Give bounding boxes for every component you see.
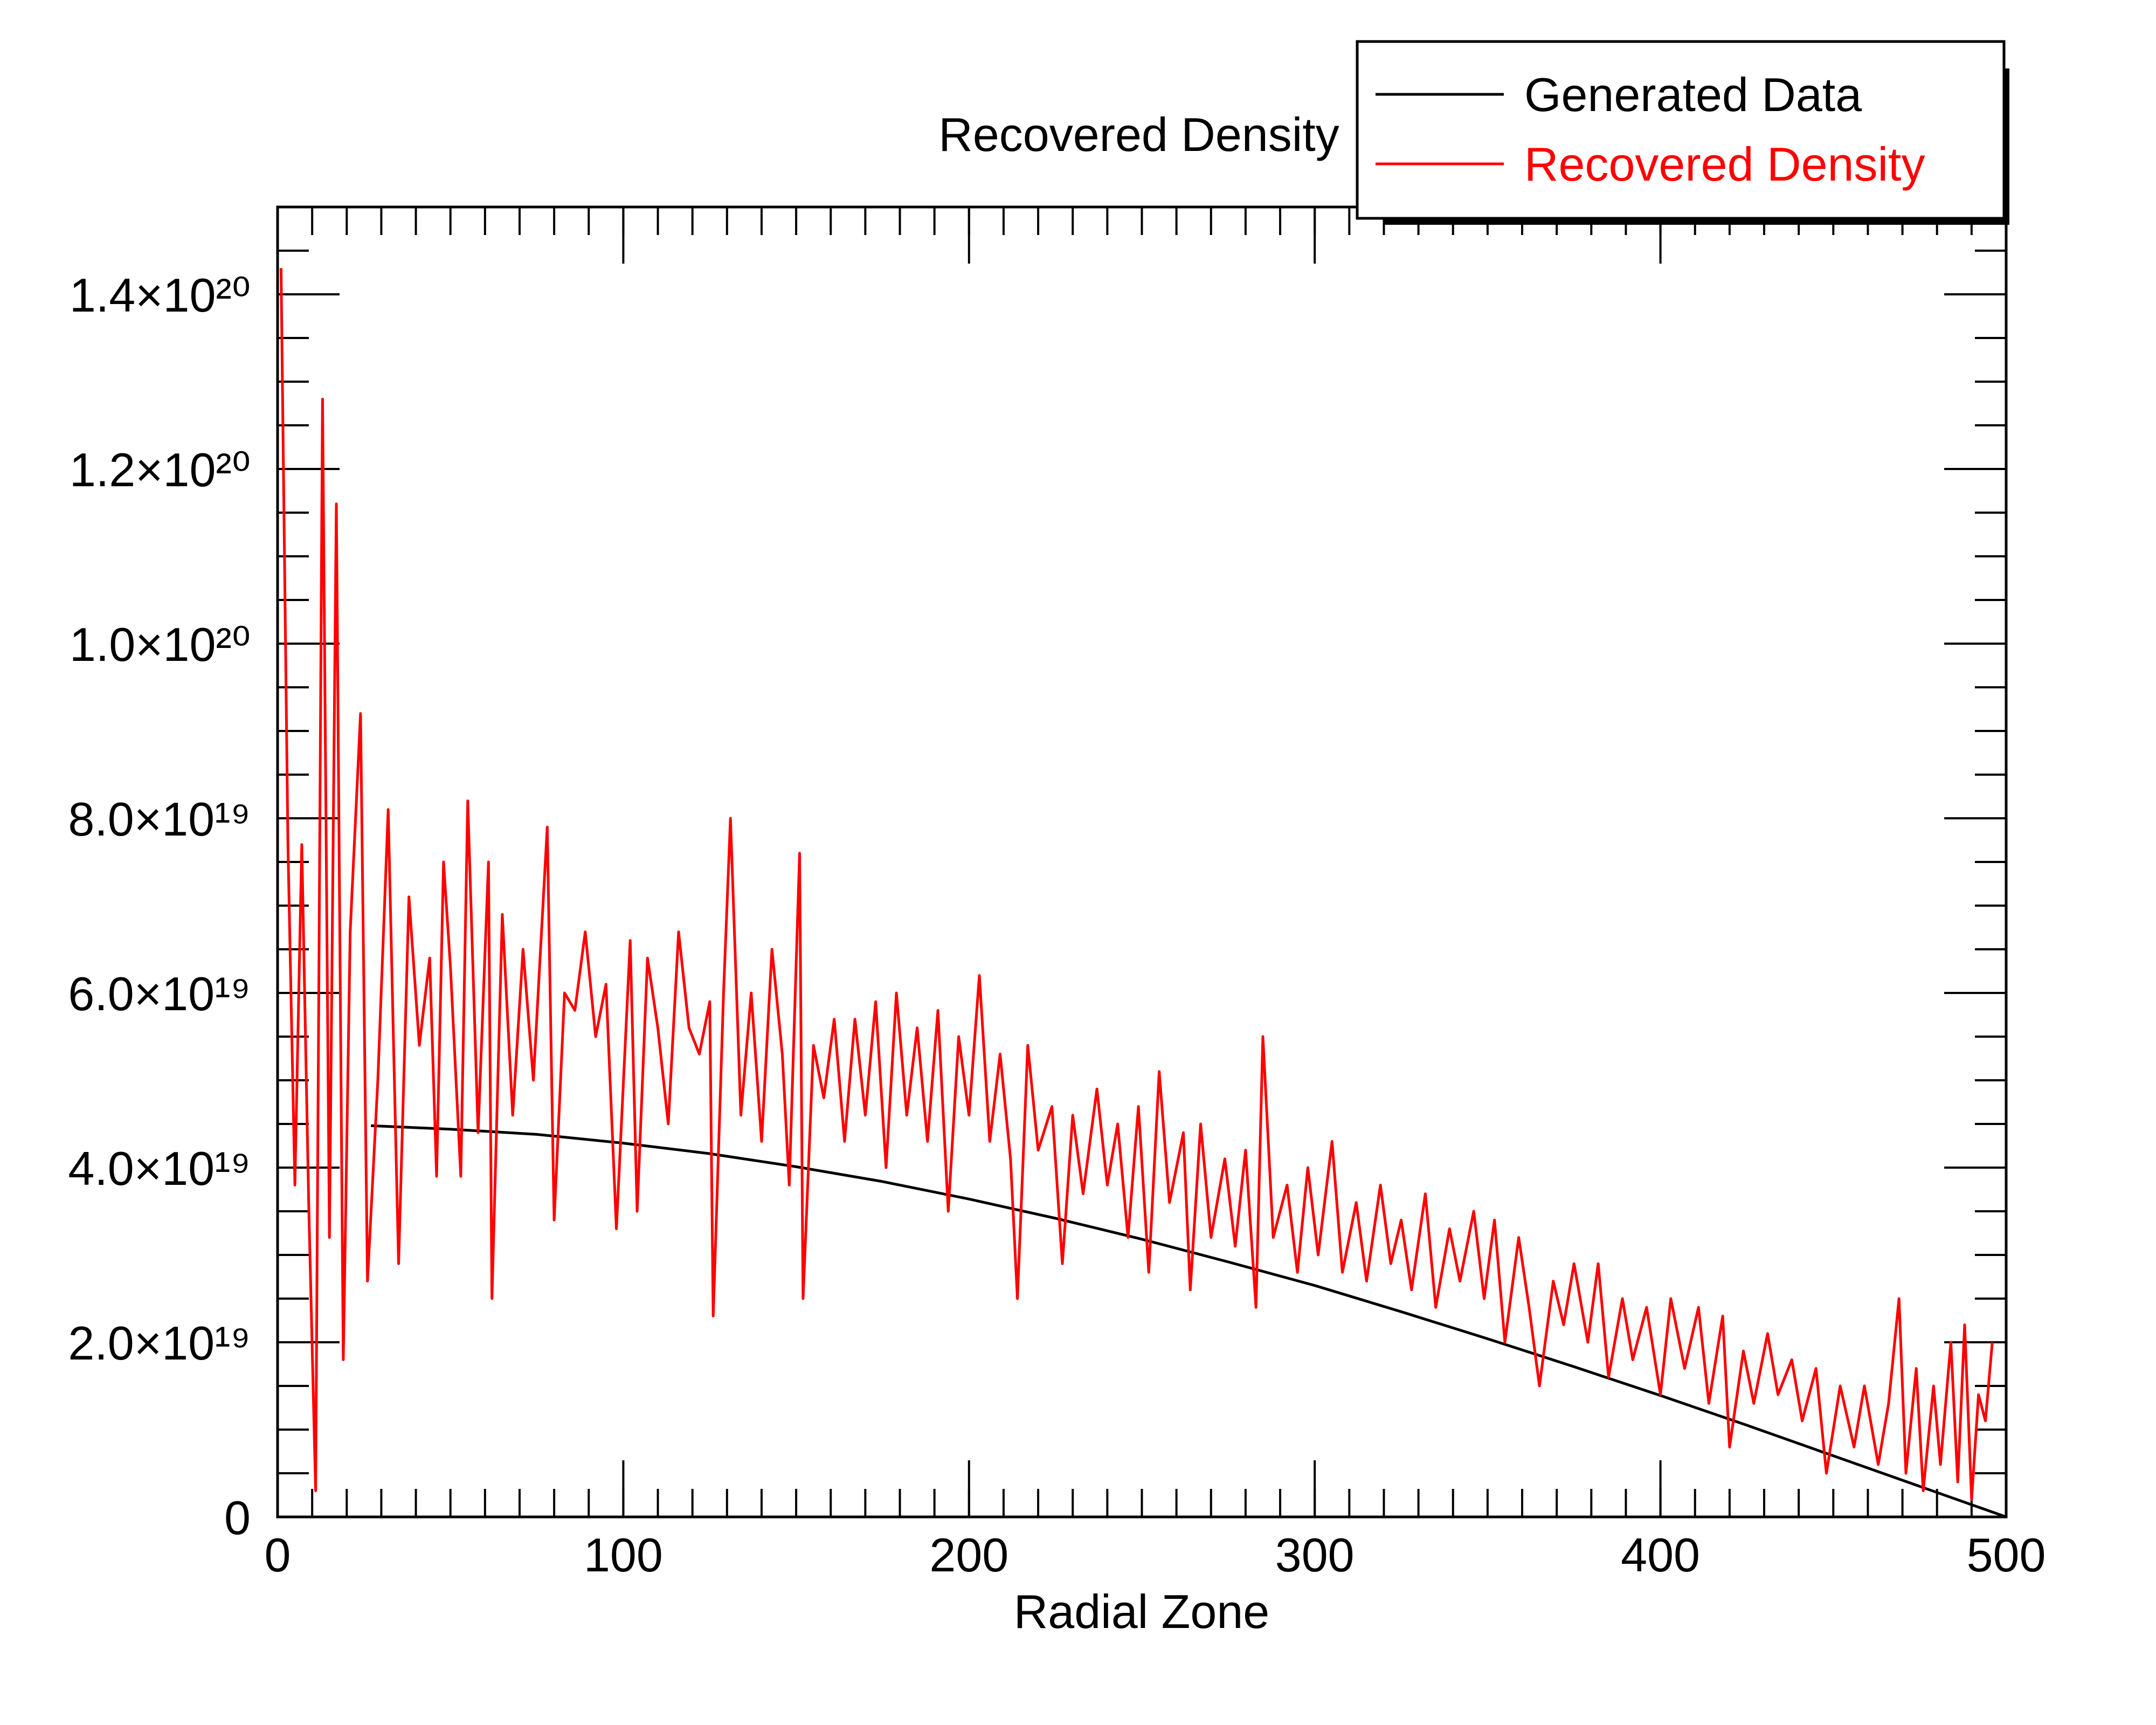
chart-title: Recovered Density (938, 108, 1339, 161)
x-axis-title: Radial Zone (1014, 1585, 1270, 1638)
x-tick-label: 500 (1967, 1528, 2046, 1582)
y-tick-label: 8.0×10¹⁹ (68, 792, 251, 846)
legend-label: Recovered Density (1524, 137, 1925, 191)
series-line (279, 268, 1994, 1501)
y-tick-label: 0 (224, 1491, 251, 1544)
plot-frame (276, 205, 2008, 1519)
x-tick-label: 300 (1275, 1528, 1355, 1582)
series-line (371, 1124, 2007, 1519)
x-tick-label: 0 (265, 1528, 291, 1582)
y-tick-label: 1.2×10²⁰ (70, 443, 251, 496)
y-tick-label: 4.0×10¹⁹ (68, 1142, 251, 1195)
y-tick-label: 2.0×10¹⁹ (68, 1316, 251, 1370)
legend: Generated Data Recovered Density (1356, 40, 2009, 225)
y-tick-label: 1.0×10²⁰ (70, 618, 251, 671)
x-tick-label: 100 (584, 1528, 663, 1582)
x-tick-label: 400 (1621, 1528, 1700, 1582)
legend-box (1356, 40, 2006, 220)
y-tick-label: 6.0×10¹⁹ (68, 967, 251, 1020)
y-tick-label: 1.4×10²⁰ (70, 268, 251, 322)
legend-label: Generated Data (1524, 68, 1862, 121)
x-tick-label: 200 (929, 1528, 1008, 1582)
